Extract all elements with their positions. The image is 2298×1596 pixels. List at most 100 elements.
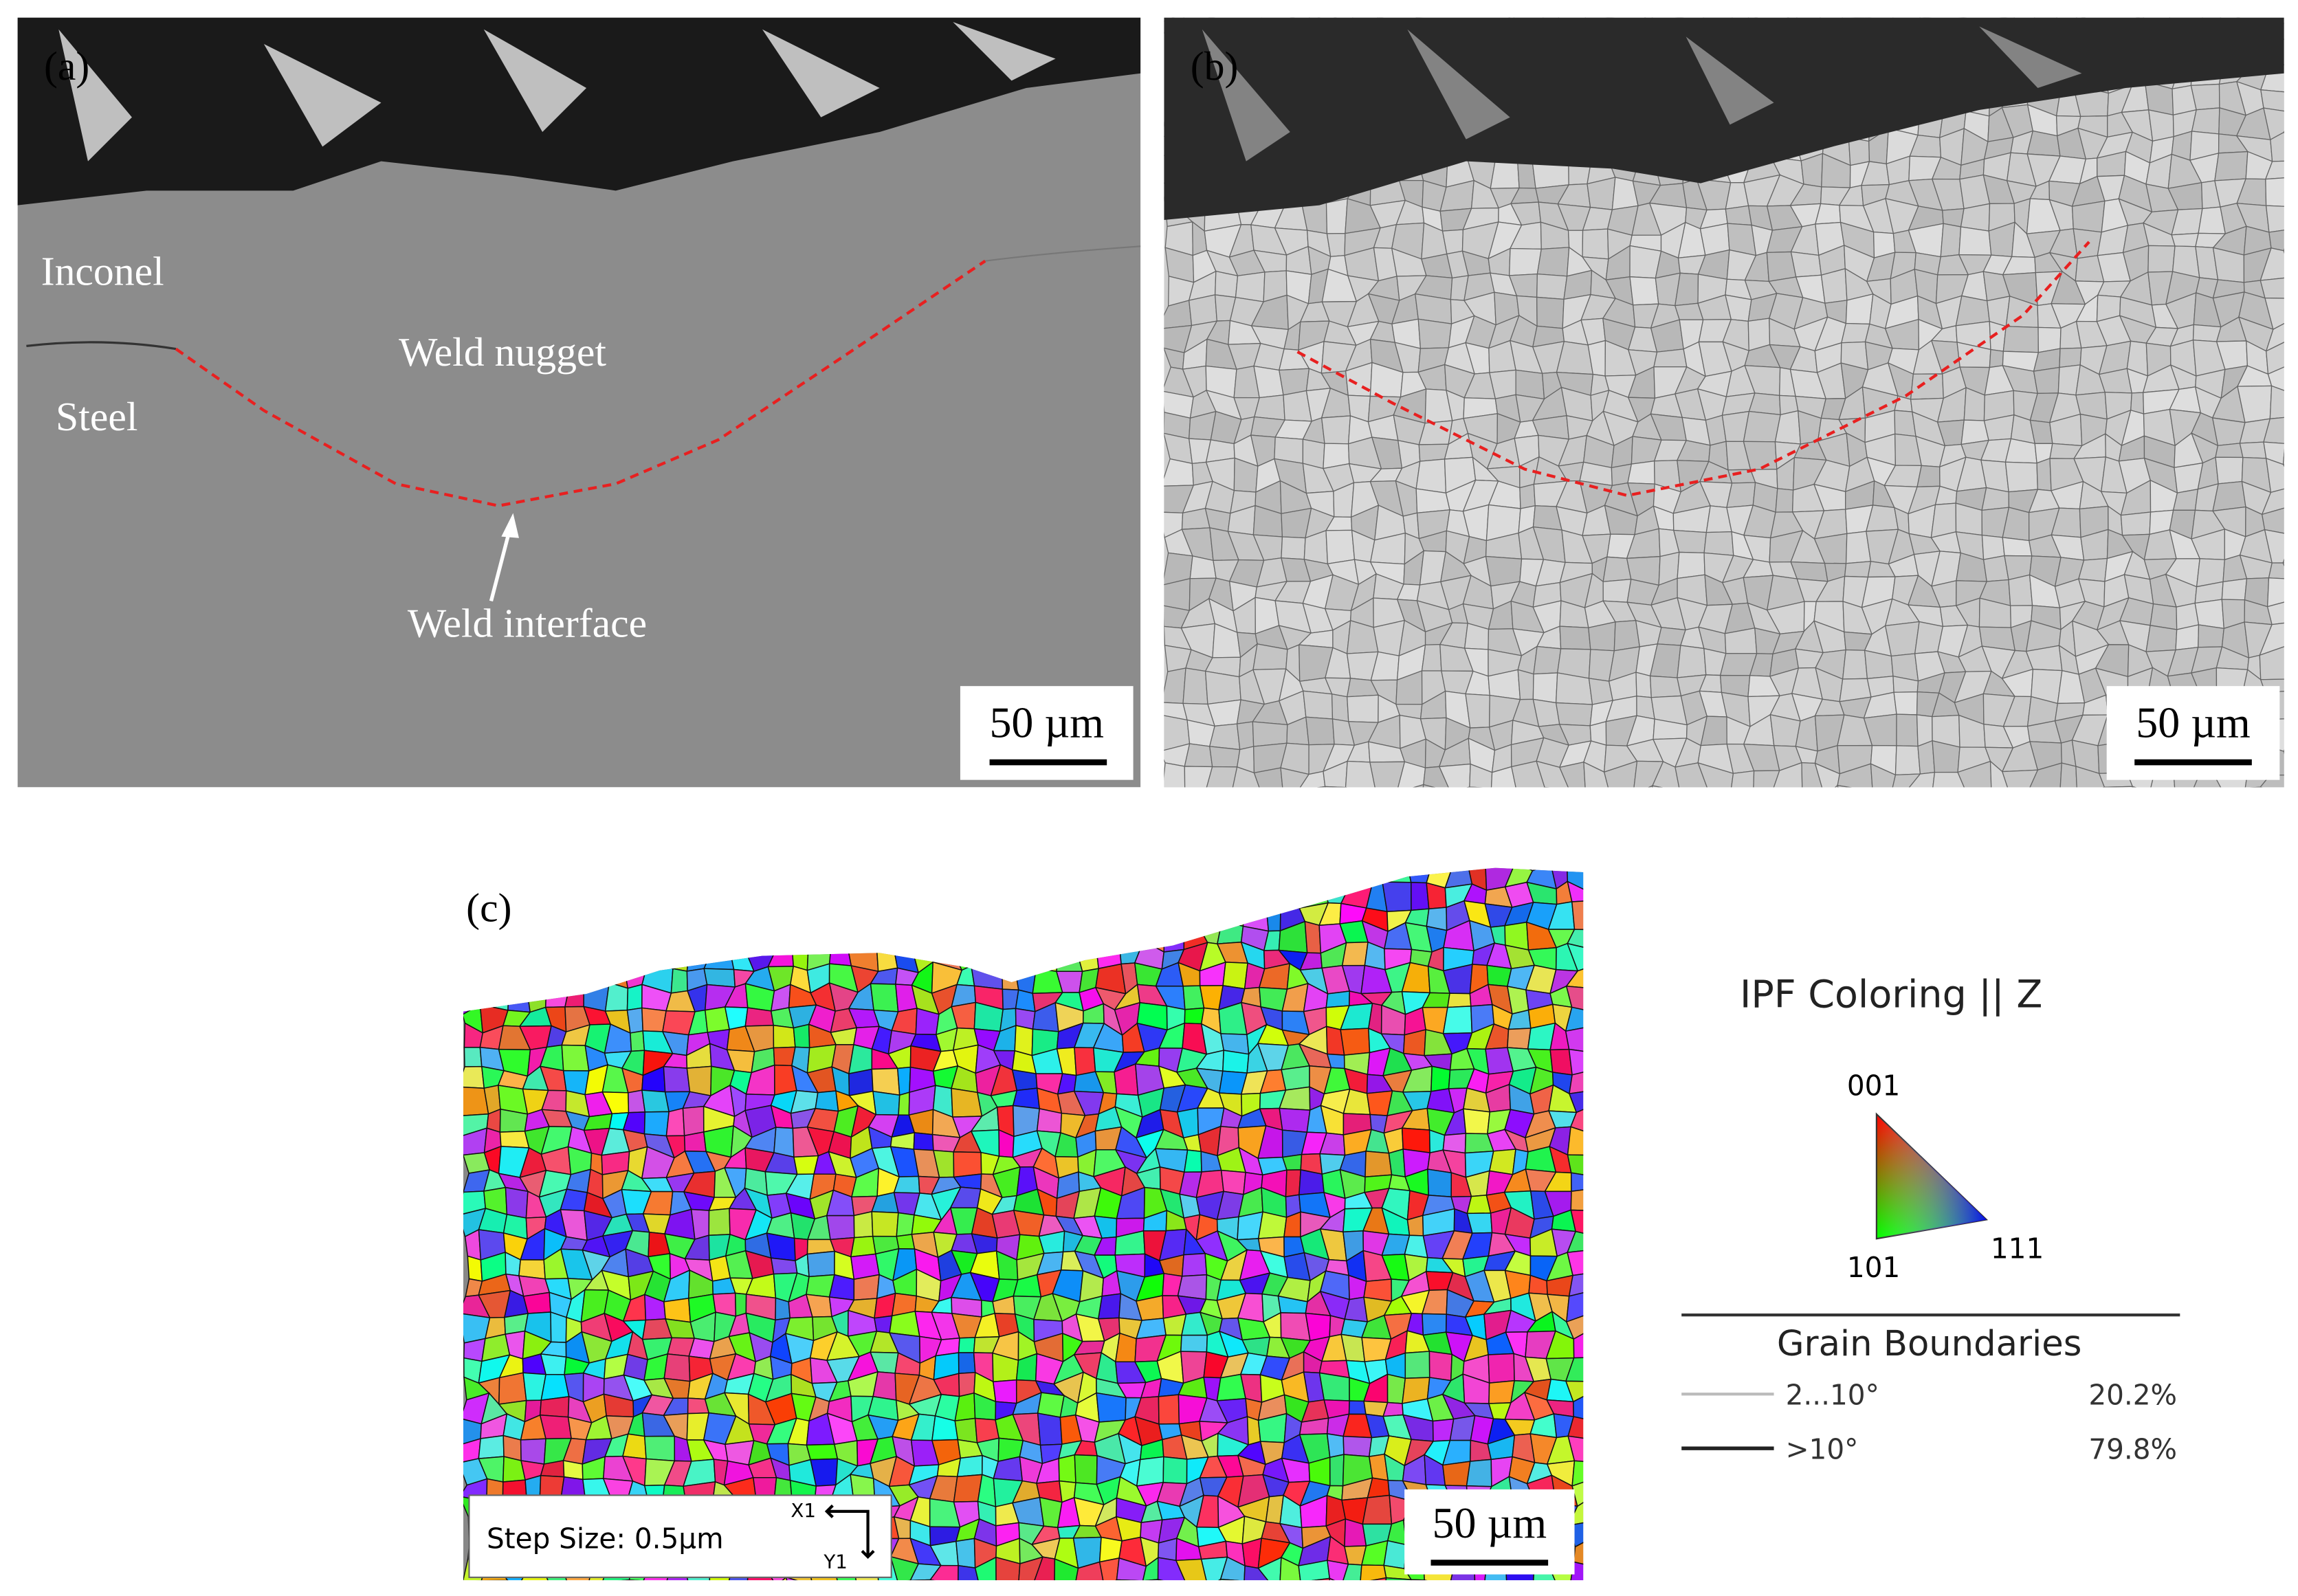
grain xyxy=(1326,1432,1345,1459)
grain xyxy=(626,984,643,1011)
grain xyxy=(623,944,651,967)
grain xyxy=(1280,1582,1301,1596)
grain xyxy=(974,867,993,892)
boundaries-title: Grain Boundaries xyxy=(1777,1323,2081,1364)
grain xyxy=(583,942,602,973)
grain xyxy=(580,867,612,889)
grain xyxy=(1555,672,1593,705)
grain xyxy=(2132,786,2136,788)
grain xyxy=(1182,667,1208,705)
grain xyxy=(1163,905,1185,933)
grain xyxy=(1034,883,1064,907)
grain xyxy=(628,919,651,949)
grain xyxy=(1345,760,1376,788)
grain xyxy=(1543,786,1546,788)
grain xyxy=(1529,1582,1556,1596)
grain xyxy=(1328,1577,1351,1581)
grain xyxy=(1565,1380,1584,1403)
grain xyxy=(1265,898,1281,932)
grain xyxy=(1242,899,1270,932)
grain xyxy=(956,867,980,891)
grain xyxy=(1279,1107,1311,1133)
grain xyxy=(1253,767,1283,788)
grain xyxy=(766,1232,796,1262)
grain xyxy=(929,1579,959,1581)
grain xyxy=(769,1576,791,1581)
grain xyxy=(1013,883,1043,905)
grain xyxy=(2033,366,2060,395)
grain xyxy=(542,905,571,930)
grain xyxy=(1467,786,1470,788)
grain xyxy=(2285,417,2298,443)
pole-label: 101 xyxy=(1847,1251,1900,1284)
grain xyxy=(2001,769,2039,788)
grain xyxy=(643,905,672,929)
grain xyxy=(463,1065,485,1089)
grain xyxy=(992,899,1021,933)
grain xyxy=(524,883,549,909)
grain xyxy=(1773,762,1803,788)
grain xyxy=(1034,1583,1064,1596)
grain xyxy=(929,1564,959,1581)
grain xyxy=(463,1580,483,1581)
grain xyxy=(690,887,712,909)
grain xyxy=(1588,863,1616,891)
grain xyxy=(1115,902,1140,933)
grain xyxy=(1588,1481,1617,1507)
grain xyxy=(507,984,531,1013)
grain xyxy=(2288,177,2298,206)
grain xyxy=(1119,881,1138,905)
grain xyxy=(1981,487,2010,511)
grain xyxy=(1341,1563,1362,1581)
grain xyxy=(1567,1577,1584,1581)
panel-b-image xyxy=(1164,17,2298,822)
grain xyxy=(1198,885,1228,909)
grain xyxy=(973,921,1002,951)
grain xyxy=(2239,441,2267,459)
grain xyxy=(601,924,630,951)
grain xyxy=(2260,786,2263,788)
grain xyxy=(993,1379,1017,1404)
grain xyxy=(1340,1028,1371,1056)
grain xyxy=(646,944,674,970)
grain xyxy=(1592,1579,1613,1596)
grain xyxy=(2286,691,2298,728)
grain xyxy=(1162,867,1183,887)
grain xyxy=(2171,232,2199,247)
grain xyxy=(1257,1556,1282,1581)
grain xyxy=(505,1186,529,1219)
grain xyxy=(1592,1146,1617,1176)
grain xyxy=(1303,690,1334,720)
grain xyxy=(1285,1169,1302,1198)
grain xyxy=(2287,274,2298,298)
grain xyxy=(1326,232,1346,257)
grain xyxy=(929,880,959,905)
grain xyxy=(1908,789,1935,821)
grain xyxy=(1180,867,1207,888)
grain xyxy=(1422,1313,1447,1336)
grain xyxy=(1222,867,1248,887)
grain xyxy=(1565,985,1584,1012)
grain xyxy=(1135,867,1167,890)
grain xyxy=(1388,1148,1406,1177)
grain xyxy=(630,1030,645,1052)
grain xyxy=(479,983,509,1011)
grain xyxy=(1078,867,1103,892)
grain xyxy=(1074,923,1105,946)
grain xyxy=(1892,789,1920,822)
grain xyxy=(1243,867,1267,887)
grain xyxy=(690,1208,710,1240)
grain xyxy=(1162,879,1183,911)
annotation: Steel xyxy=(56,394,137,439)
grain xyxy=(1567,1249,1584,1276)
grain xyxy=(2192,324,2222,342)
grain xyxy=(2290,771,2298,796)
grain xyxy=(1222,1050,1250,1074)
grain xyxy=(1894,745,1921,776)
grain xyxy=(853,1210,874,1239)
grain xyxy=(1136,885,1166,907)
grain xyxy=(1603,760,1638,788)
grain xyxy=(1383,1577,1413,1581)
grain xyxy=(974,886,994,913)
grain xyxy=(602,879,633,913)
